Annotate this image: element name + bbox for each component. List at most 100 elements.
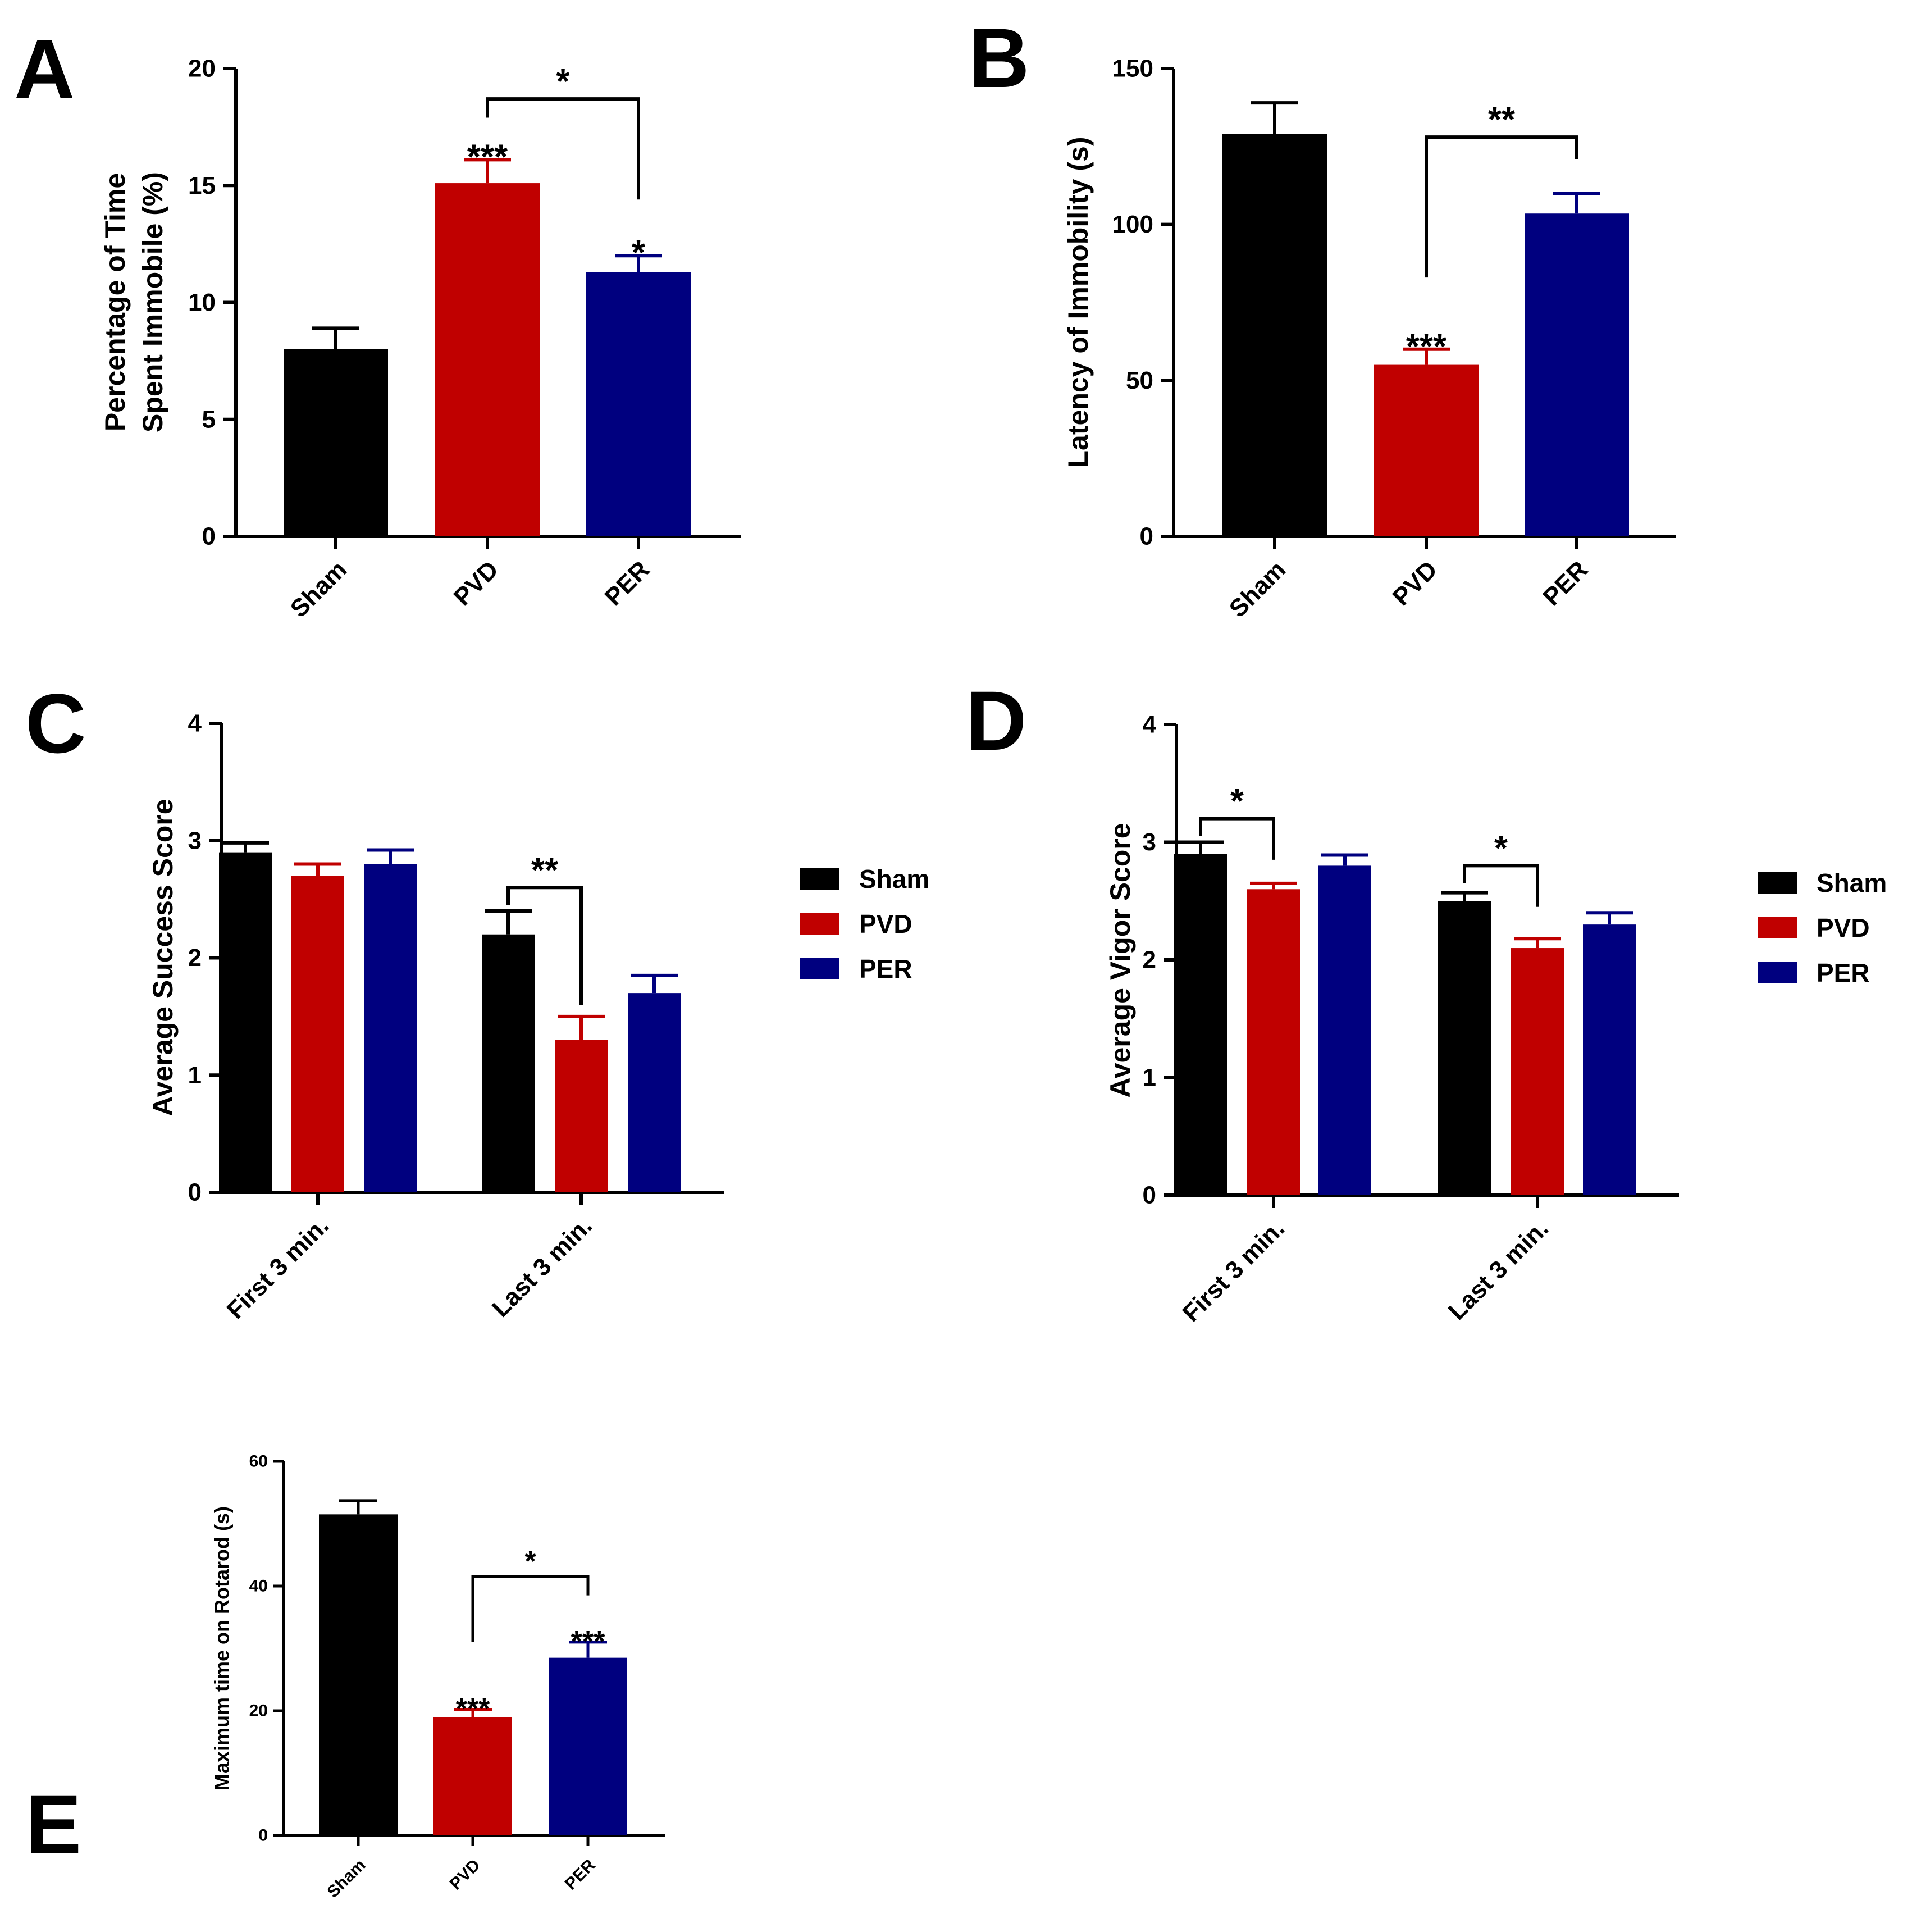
panel-letter: C — [25, 676, 86, 771]
significance-label: *** — [571, 1625, 605, 1658]
y-tick-label: 3 — [188, 827, 202, 854]
bar — [1438, 901, 1491, 1195]
bar — [1374, 364, 1479, 536]
x-tick-label: Sham — [324, 1856, 369, 1901]
bar — [284, 349, 388, 536]
y-tick-label: 1 — [1143, 1064, 1156, 1091]
significance-bracket-label: ** — [531, 851, 559, 890]
significance-bracket — [1425, 135, 1578, 278]
bar — [555, 1040, 608, 1192]
significance-bracket-label: * — [1230, 782, 1244, 821]
y-axis-title: Maximum time on Rotarod (s) — [211, 1506, 234, 1790]
y-tick-label: 2 — [188, 944, 202, 972]
bar — [1511, 948, 1564, 1195]
y-tick-label: 10 — [188, 289, 216, 316]
significance-bracket-label: * — [1494, 829, 1508, 868]
y-tick-label: 40 — [249, 1577, 268, 1596]
y-tick-label: 4 — [1143, 711, 1157, 739]
panel-letter: E — [25, 1777, 81, 1871]
x-tick-label: First 3 min. — [1178, 1214, 1290, 1327]
significance-bracket — [1199, 817, 1275, 860]
bar — [1318, 865, 1371, 1195]
x-tick-label: PER — [1538, 555, 1594, 611]
legend-swatch — [800, 913, 839, 935]
y-tick-label: 1 — [188, 1061, 202, 1089]
y-axis-title: Percentage of Time — [99, 173, 131, 431]
y-tick-label: 150 — [1112, 55, 1153, 83]
significance-bracket — [1463, 864, 1539, 907]
chart-panel-b: B 0 50 100 150 Latency of Immobility (s) Sham P… — [969, 11, 1676, 623]
legend-swatch — [1758, 917, 1797, 938]
significance-bracket-label: * — [556, 62, 570, 101]
y-axis-title: Average Success Score — [147, 799, 179, 1116]
y-tick-label: 4 — [188, 710, 202, 737]
chart-panel-e: E 0 20 40 60 Maximum time on Rotarod (s) Sham P… — [25, 1452, 665, 1901]
bar — [586, 272, 691, 536]
significance-bracket — [486, 97, 640, 200]
x-tick-label: Last 3 min. — [1443, 1214, 1554, 1325]
bar — [628, 993, 681, 1192]
significance-label: * — [632, 234, 646, 272]
legend-label: PVD — [859, 909, 912, 938]
y-tick-label: 20 — [249, 1702, 268, 1720]
chart-panel-d: D 0 1 2 3 4 Average Vigor Score First 3 min. Las… — [966, 673, 1887, 1327]
bar — [291, 876, 344, 1192]
legend-swatch — [800, 958, 839, 979]
x-tick-label: PVD — [449, 555, 504, 611]
x-tick-label: PVD — [446, 1856, 484, 1893]
significance-label: *** — [1406, 327, 1447, 366]
legend-label: PER — [859, 954, 912, 983]
y-axis-title: Average Vigor Score — [1105, 823, 1136, 1097]
y-tick-label: 15 — [188, 172, 216, 199]
bar — [319, 1514, 398, 1835]
significance-bracket-label: ** — [1488, 101, 1516, 139]
bar — [1222, 134, 1327, 536]
significance-bracket — [506, 886, 583, 1005]
legend-label: PER — [1817, 958, 1870, 987]
y-tick-label: 0 — [1140, 523, 1153, 550]
bar — [549, 1657, 627, 1835]
y-tick-label: 3 — [1143, 828, 1156, 856]
legend-swatch — [1758, 872, 1797, 894]
legend-label: Sham — [1817, 868, 1887, 897]
y-tick-label: 0 — [188, 1179, 202, 1206]
y-tick-label: 20 — [188, 55, 216, 83]
bar — [219, 852, 272, 1192]
y-tick-label: 50 — [1126, 367, 1153, 394]
x-tick-label: First 3 min. — [222, 1211, 335, 1324]
significance-label: *** — [456, 1693, 490, 1725]
bar — [1247, 889, 1300, 1195]
y-axis-title: Spent Immobile (%) — [137, 172, 168, 432]
y-tick-label: 0 — [258, 1826, 268, 1845]
legend-swatch — [1758, 962, 1797, 983]
bar — [433, 1717, 512, 1835]
bar — [435, 183, 540, 537]
legend-label: PVD — [1817, 913, 1870, 942]
y-tick-label: 0 — [202, 523, 216, 550]
y-tick-label: 100 — [1112, 211, 1153, 238]
y-axis-title: Latency of Immobility (s) — [1062, 137, 1094, 468]
y-tick-label: 0 — [1143, 1182, 1156, 1209]
x-tick-label: Sham — [1224, 555, 1291, 622]
x-tick-label: Sham — [285, 555, 352, 622]
legend-swatch — [800, 868, 839, 890]
y-tick-label: 2 — [1143, 946, 1156, 974]
y-tick-label: 60 — [249, 1452, 268, 1471]
panel-letter: B — [969, 11, 1029, 105]
panel-letter: A — [14, 22, 75, 116]
chart-panel-a: A 0 5 10 15 20 Percentage of Time Spent Immobil… — [14, 22, 741, 623]
bar — [1525, 213, 1629, 537]
significance-bracket — [471, 1575, 590, 1642]
x-tick-label: PER — [562, 1856, 599, 1893]
legend-label: Sham — [859, 864, 929, 894]
chart-panel-c: C 0 1 2 3 4 Average Success Score First 3 min. L… — [25, 676, 929, 1324]
significance-label: *** — [467, 138, 508, 176]
bar — [482, 934, 535, 1192]
y-tick-label: 5 — [202, 405, 216, 433]
significance-bracket-label: * — [524, 1545, 536, 1578]
x-tick-label: Last 3 min. — [487, 1211, 597, 1322]
bar — [1174, 854, 1227, 1195]
bar — [1583, 924, 1636, 1195]
panel-letter: D — [966, 673, 1026, 768]
